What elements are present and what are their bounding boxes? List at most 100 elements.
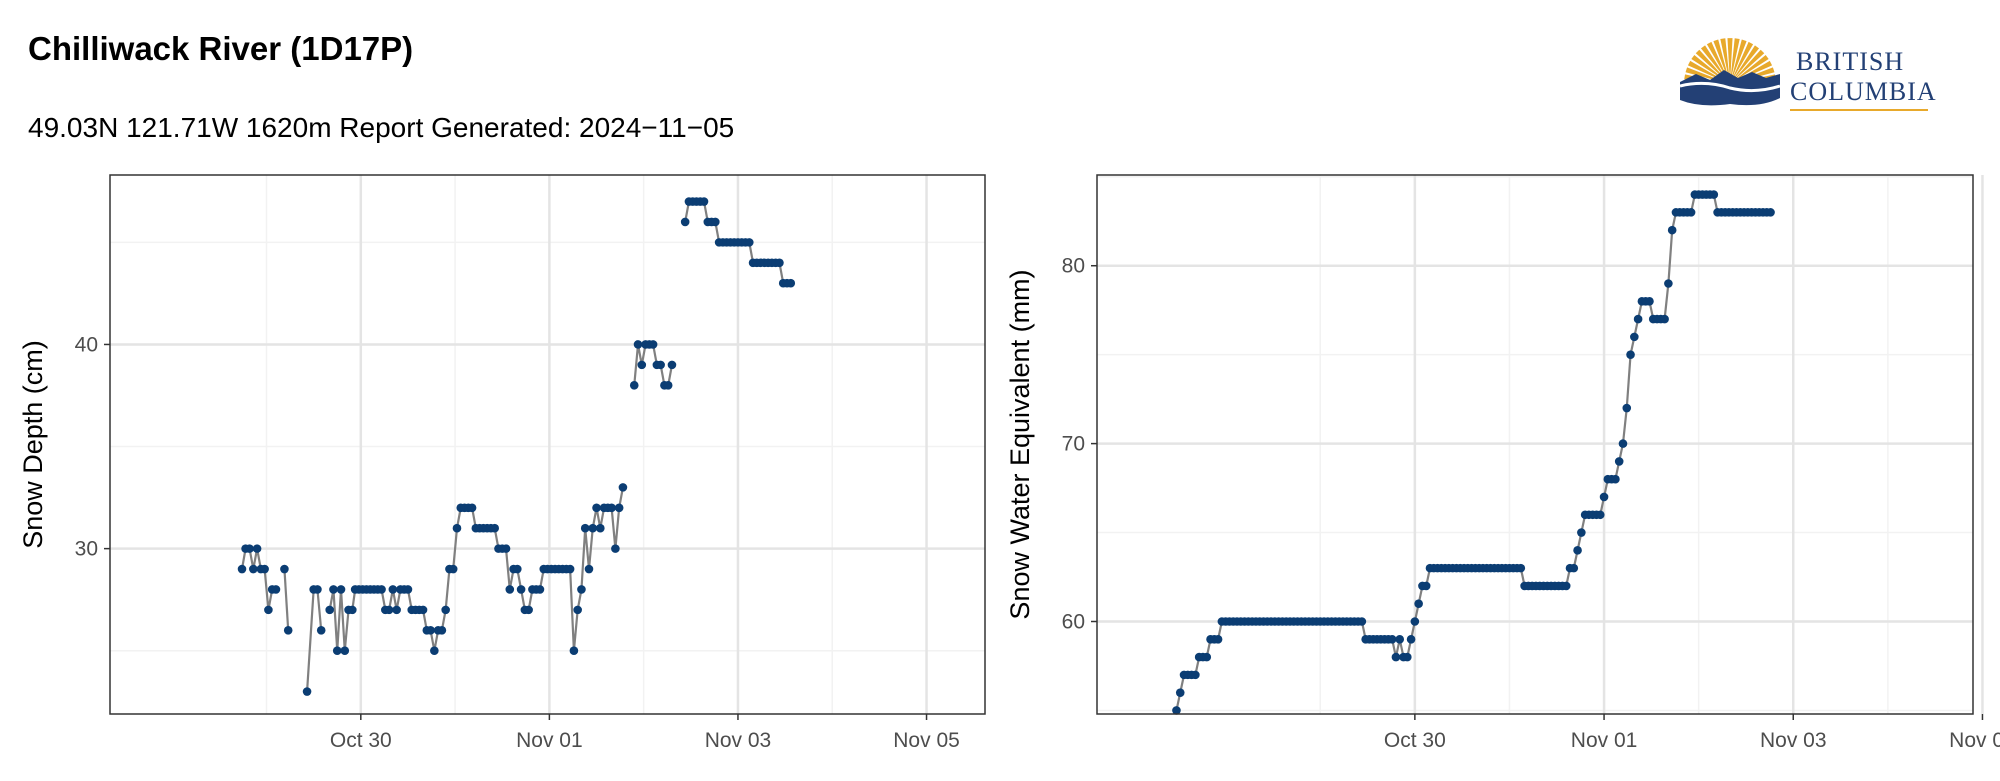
data-point	[245, 544, 254, 553]
data-point	[596, 523, 605, 533]
data-point	[302, 687, 312, 696]
data-point	[513, 564, 522, 574]
data-point	[336, 585, 346, 594]
data-point	[1569, 563, 1579, 573]
data-point	[663, 380, 673, 390]
x-tick-label: Nov 01	[1571, 729, 1638, 752]
y-tick-label: 30	[75, 538, 98, 561]
data-point	[1626, 350, 1635, 359]
data-point	[332, 646, 342, 656]
sun-ray	[1730, 45, 1760, 84]
data-point	[437, 625, 447, 635]
x-tick-label: Nov 05	[893, 729, 960, 752]
x-tick-label: Nov 01	[516, 729, 583, 752]
data-point	[1202, 652, 1212, 662]
sun-ray	[1730, 49, 1765, 84]
data-point	[1421, 581, 1431, 591]
chart-panel-1: Oct 30 Nov 01 Nov 03 Nov 05 30 40 Snow Depth (…	[18, 174, 986, 752]
data-point	[711, 217, 720, 227]
data-point	[340, 646, 350, 656]
data-point	[775, 258, 784, 268]
data-point	[501, 544, 511, 553]
data-point	[1577, 528, 1586, 537]
data-point	[607, 503, 616, 513]
data-point	[1660, 314, 1669, 324]
y-axis-label: Snow Water Equivalent (mm)	[1005, 269, 1035, 619]
data-point	[392, 605, 401, 615]
data-point	[237, 564, 247, 574]
sun-ray	[1730, 41, 1754, 84]
data-point	[1391, 652, 1401, 662]
data-point	[1630, 332, 1639, 342]
sun-ray	[1730, 38, 1740, 84]
data-point	[1595, 510, 1605, 520]
data-point	[1709, 190, 1719, 199]
data-point	[656, 360, 665, 370]
data-point	[629, 380, 639, 390]
wave-icon	[1680, 81, 1781, 93]
data-point	[1622, 403, 1632, 413]
y-tick-label: 80	[1062, 255, 1085, 278]
data-point	[426, 625, 435, 635]
data-point	[1686, 208, 1696, 217]
data-point	[1766, 208, 1775, 217]
data-point	[1172, 706, 1181, 715]
data-point	[316, 625, 326, 635]
data-point	[786, 278, 796, 288]
sun-ray	[1730, 54, 1769, 84]
data-point	[648, 340, 658, 349]
data-point	[592, 503, 601, 513]
data-point	[573, 605, 582, 615]
data-point	[403, 585, 413, 594]
data-point	[448, 564, 458, 574]
data-point	[325, 605, 334, 615]
panel-border	[109, 174, 986, 715]
data-point	[584, 564, 594, 574]
data-point	[524, 605, 533, 615]
data-point	[1614, 457, 1624, 466]
data-point	[441, 605, 450, 615]
logo-line-1: BRITISH	[1796, 47, 1904, 76]
data-point	[1406, 634, 1416, 644]
x-tick-label: Nov 05	[1949, 729, 2000, 752]
data-point	[1611, 474, 1620, 484]
data-point	[637, 360, 647, 370]
panel-border	[1096, 174, 1974, 715]
data-point	[1402, 652, 1412, 662]
y-axis-label: Snow Depth (cm)	[18, 340, 48, 549]
data-point	[1387, 634, 1397, 644]
x-tick-label: Oct 30	[330, 729, 392, 752]
bc-logo: BRITISH COLUMBIA	[1680, 38, 1936, 111]
sun-ray	[1730, 39, 1747, 84]
data-point	[249, 564, 258, 574]
data-point	[535, 585, 545, 594]
data-point	[1213, 634, 1223, 644]
data-point	[1516, 563, 1526, 573]
data-point	[565, 564, 575, 574]
data-point	[388, 585, 398, 594]
data-point	[1191, 670, 1200, 680]
data-point	[1175, 688, 1185, 697]
data-point	[618, 483, 628, 492]
data-point	[1561, 581, 1571, 591]
data-point	[430, 646, 439, 656]
y-tick-label: 70	[1062, 433, 1085, 456]
plot-background	[110, 175, 985, 714]
data-point	[1664, 279, 1673, 288]
data-point	[577, 585, 586, 594]
data-point	[1395, 634, 1405, 644]
data-point	[490, 523, 499, 533]
data-point	[283, 625, 293, 635]
data-point	[1599, 492, 1609, 502]
data-point	[680, 217, 690, 227]
data-point	[1667, 225, 1677, 235]
x-tick-label: Nov 03	[1760, 729, 1827, 752]
data-point	[271, 585, 281, 594]
y-tick-label: 40	[75, 333, 98, 356]
data-point	[252, 544, 262, 553]
data-point	[264, 605, 273, 615]
data-point	[1633, 314, 1643, 324]
data-point	[418, 605, 428, 615]
data-point	[505, 585, 515, 594]
